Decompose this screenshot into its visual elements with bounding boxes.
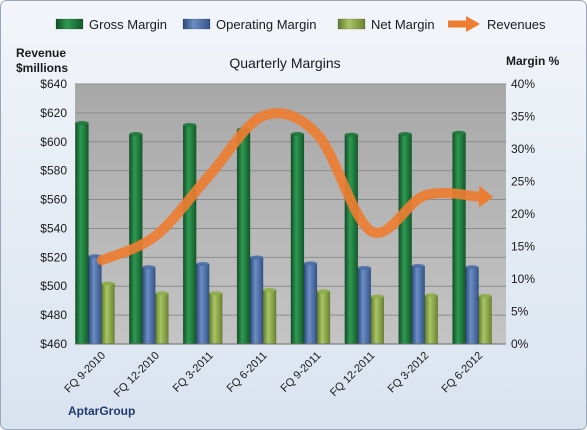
left-tick-label: $500 [40, 279, 67, 293]
gross-margin-bar-cap [75, 121, 89, 125]
gross-margin-bar [129, 133, 143, 345]
right-tick-label: 35% [511, 110, 535, 124]
revenues-series-line [96, 108, 485, 266]
net-margin-bar-cap [370, 294, 384, 299]
operating-margin-bar [249, 257, 264, 345]
operating-margin-bar [88, 256, 102, 345]
legend-label: Operating Margin [216, 17, 316, 32]
operating-margin-bar-cap [250, 255, 264, 260]
right-tick-label: 25% [511, 175, 535, 189]
legend-label: Net Margin [371, 17, 435, 32]
net-margin-bar [370, 296, 385, 345]
legend-swatch [55, 18, 84, 30]
net-margin-bar [262, 289, 277, 345]
left-tick-label: $480 [40, 308, 67, 322]
gross-margin-bar-cap [290, 132, 304, 137]
legend-swatch [337, 18, 366, 30]
gross-margin-bar [290, 133, 305, 345]
operating-margin-bar-cap [357, 265, 371, 270]
operating-margin-bar-cap [142, 265, 156, 270]
operating-margin-bar [195, 263, 210, 345]
gross-margin-bar [398, 133, 412, 345]
chart-title: Quarterly Margins [229, 55, 340, 71]
gross-margin-bar [236, 129, 251, 345]
left-tick-label: $580 [40, 164, 67, 178]
net-margin-bar-cap [209, 291, 223, 296]
net-margin-bar-cap [101, 281, 115, 286]
net-margin-bar [478, 295, 492, 345]
left-tick-label: $460 [40, 337, 67, 351]
net-margin-bar [424, 295, 438, 345]
right-tick-label: 30% [511, 142, 535, 156]
net-margin-bar [101, 283, 115, 345]
right-axis-label: Margin % [506, 54, 560, 68]
gross-margin-bar-cap [344, 132, 358, 137]
left-tick-label: $540 [40, 221, 67, 235]
operating-margin-bar [411, 265, 425, 345]
left-tick-label: $600 [40, 135, 67, 149]
right-tick-label: 40% [511, 77, 535, 91]
left-tick-label: $560 [40, 193, 67, 207]
gross-margin-bar-cap [452, 130, 466, 135]
gross-margin-bar [75, 122, 89, 345]
operating-margin-bar-cap [411, 264, 425, 268]
net-margin-bar-cap [316, 289, 330, 294]
gross-margin-bar-cap [129, 132, 143, 137]
left-tick-label: $620 [40, 106, 67, 120]
gross-margin-bar [344, 134, 359, 345]
gross-margin-bar-cap [183, 122, 197, 127]
revenue-line [96, 108, 494, 266]
operating-margin-bar [142, 267, 156, 345]
gross-margin-bar [452, 132, 466, 345]
net-margin-bar [155, 293, 169, 345]
legend-swatch [182, 18, 211, 30]
right-tick-label: 5% [511, 305, 529, 319]
operating-margin-bar-cap [196, 262, 210, 267]
net-margin-bar [316, 291, 331, 345]
operating-margin-bar-cap [465, 265, 479, 270]
operating-margin-bar [357, 267, 372, 345]
net-margin-bar-cap [478, 293, 492, 298]
net-margin-bar-cap [155, 291, 169, 296]
legend: Gross Margin Operating Margin Net Margin Re… [55, 16, 546, 32]
net-margin-bar-cap [263, 288, 277, 293]
operating-margin-bar [303, 263, 318, 345]
left-tick-label: $520 [40, 250, 67, 264]
operating-margin-bar [465, 267, 479, 345]
operating-margin-bar-cap [303, 261, 317, 266]
gross-margin-bar-cap [398, 132, 412, 137]
right-tick-label: 0% [511, 337, 529, 351]
left-tick-label: $640 [40, 77, 67, 91]
left-axis-label-line1: Revenue [16, 46, 66, 60]
legend-label: Revenues [487, 17, 546, 32]
net-margin-bar [208, 293, 223, 345]
right-tick-label: 20% [511, 207, 535, 221]
source-label: AptarGroup [68, 404, 135, 418]
left-axis-label-line2: $millions [16, 61, 68, 75]
right-tick-label: 15% [511, 240, 535, 254]
gridlines [75, 83, 506, 345]
legend-label: Gross Margin [89, 17, 167, 32]
gross-margin-bar [182, 124, 197, 345]
net-margin-bar-cap [424, 293, 438, 298]
right-tick-label: 10% [511, 272, 535, 286]
revenues-arrowhead [478, 185, 494, 208]
legend-revenues-arrow [466, 16, 480, 32]
